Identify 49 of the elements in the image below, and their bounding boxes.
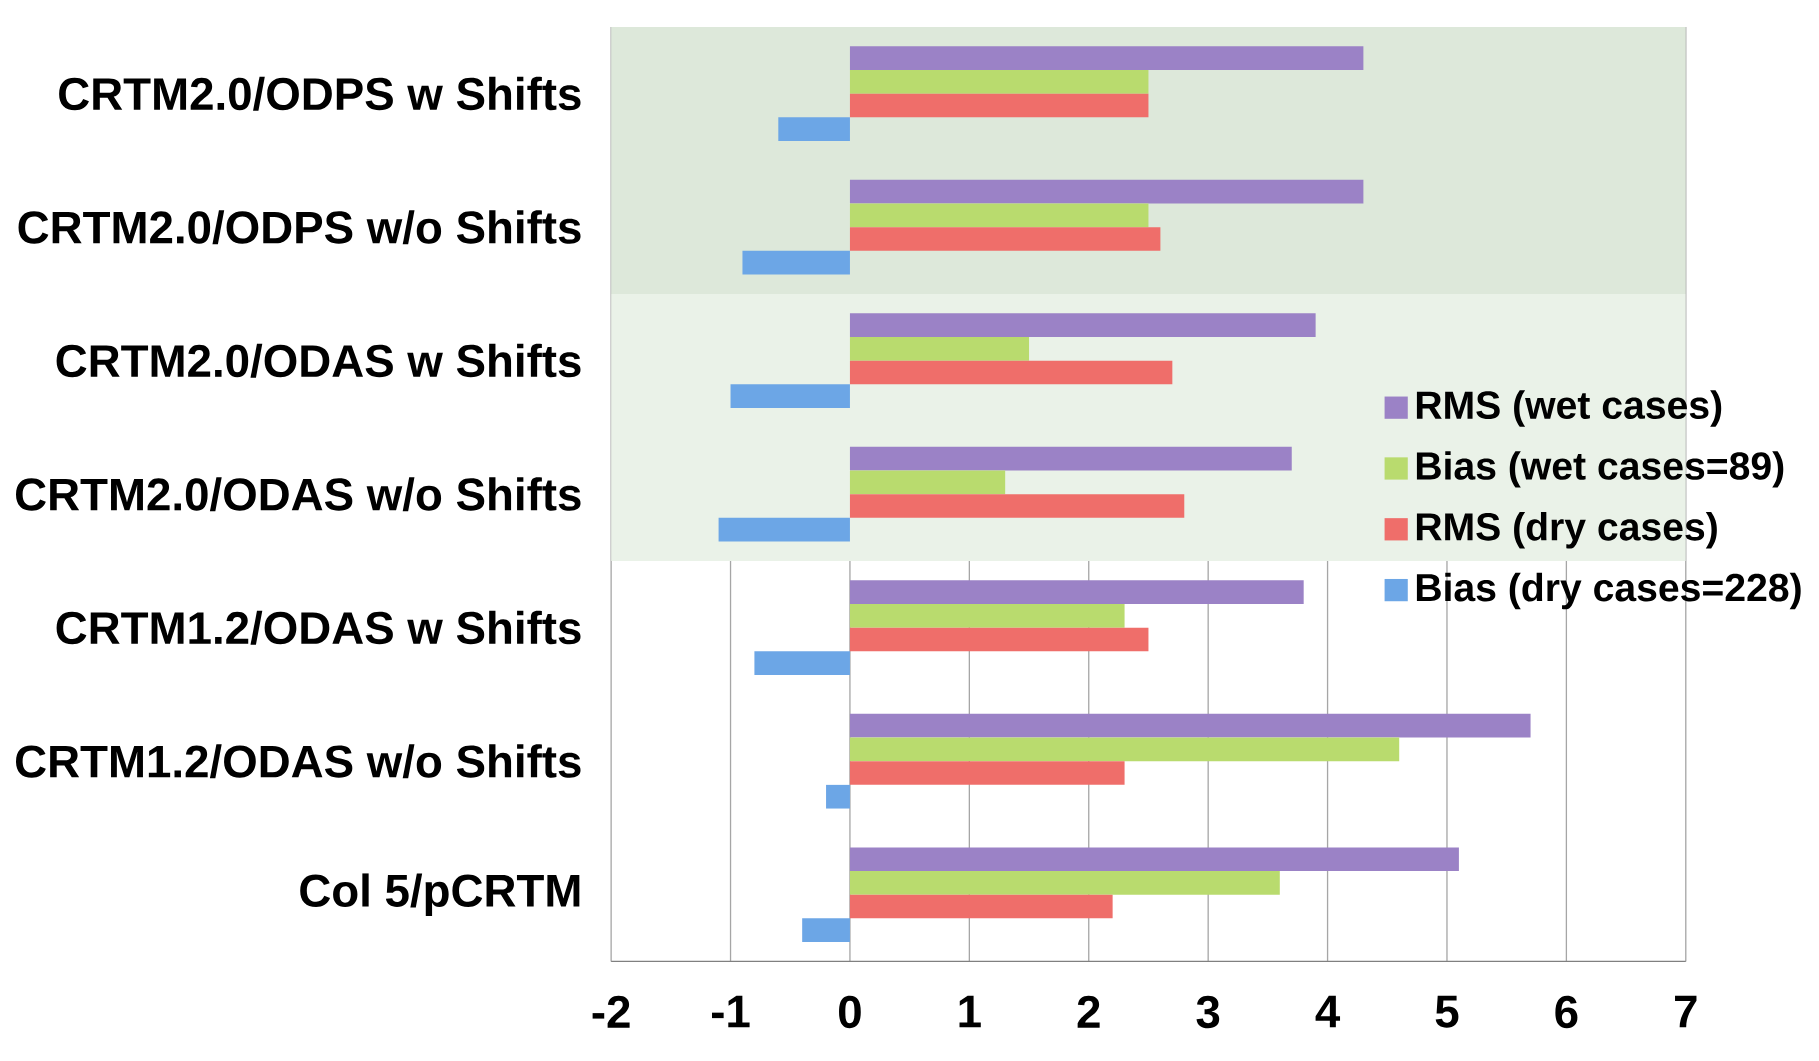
bar xyxy=(849,604,1125,628)
bar xyxy=(849,203,1149,228)
y-tick-label: CRTM2.0/ODPS w Shifts xyxy=(59,76,581,111)
y-tick-label: CRTM1.2/ODAS w/o Shifts xyxy=(16,744,581,779)
legend-label: Bias (wet cases=89) xyxy=(1416,451,1784,488)
bar xyxy=(849,337,1030,361)
x-tick-label: 5 xyxy=(1435,995,1459,1028)
bar xyxy=(849,494,1185,518)
y-tick-label: CRTM2.0/ODAS w/o Shifts xyxy=(16,477,581,512)
bar xyxy=(849,714,1531,738)
y-tick-label: CRTM2.0/ODAS w Shifts xyxy=(56,343,581,378)
y-tick-label: CRTM2.0/ODPS w/o Shifts xyxy=(18,210,581,245)
bar xyxy=(849,470,1006,495)
bar xyxy=(849,580,1304,605)
bar xyxy=(849,761,1125,785)
bar xyxy=(849,737,1400,762)
bar xyxy=(778,117,850,142)
bar xyxy=(849,227,1161,251)
x-tick-label: 6 xyxy=(1555,995,1578,1029)
bar xyxy=(802,918,850,943)
bar xyxy=(849,627,1149,652)
x-tick-label: -2 xyxy=(592,995,630,1028)
legend-label: Bias (dry cases=228) xyxy=(1416,572,1801,610)
bar xyxy=(849,70,1149,94)
bar xyxy=(742,251,850,275)
bar xyxy=(849,847,1459,872)
x-tick-label: 0 xyxy=(839,995,861,1029)
bar xyxy=(849,360,1173,385)
x-tick-label: -1 xyxy=(712,995,750,1028)
x-tick-label: 2 xyxy=(1077,995,1100,1028)
y-tick-label: CRTM1.2/ODAS w Shifts xyxy=(56,610,581,645)
bar xyxy=(849,447,1292,471)
x-tick-label: 1 xyxy=(959,995,981,1028)
x-tick-label: 4 xyxy=(1315,995,1341,1028)
bar xyxy=(730,384,850,409)
y-tick-label: Col 5/pCRTM xyxy=(300,873,580,917)
bar xyxy=(826,785,850,809)
bar xyxy=(849,93,1149,118)
bar xyxy=(849,313,1316,338)
x-tick-label: 3 xyxy=(1196,995,1220,1029)
bar xyxy=(754,651,850,676)
bar xyxy=(849,46,1364,71)
bar xyxy=(718,518,850,542)
bar xyxy=(849,894,1113,919)
bar xyxy=(849,180,1364,204)
legend-label: RMS (dry cases) xyxy=(1416,512,1717,549)
bar xyxy=(849,871,1280,895)
x-tick-label: 7 xyxy=(1675,995,1697,1028)
legend-label: RMS (wet cases) xyxy=(1416,390,1722,427)
